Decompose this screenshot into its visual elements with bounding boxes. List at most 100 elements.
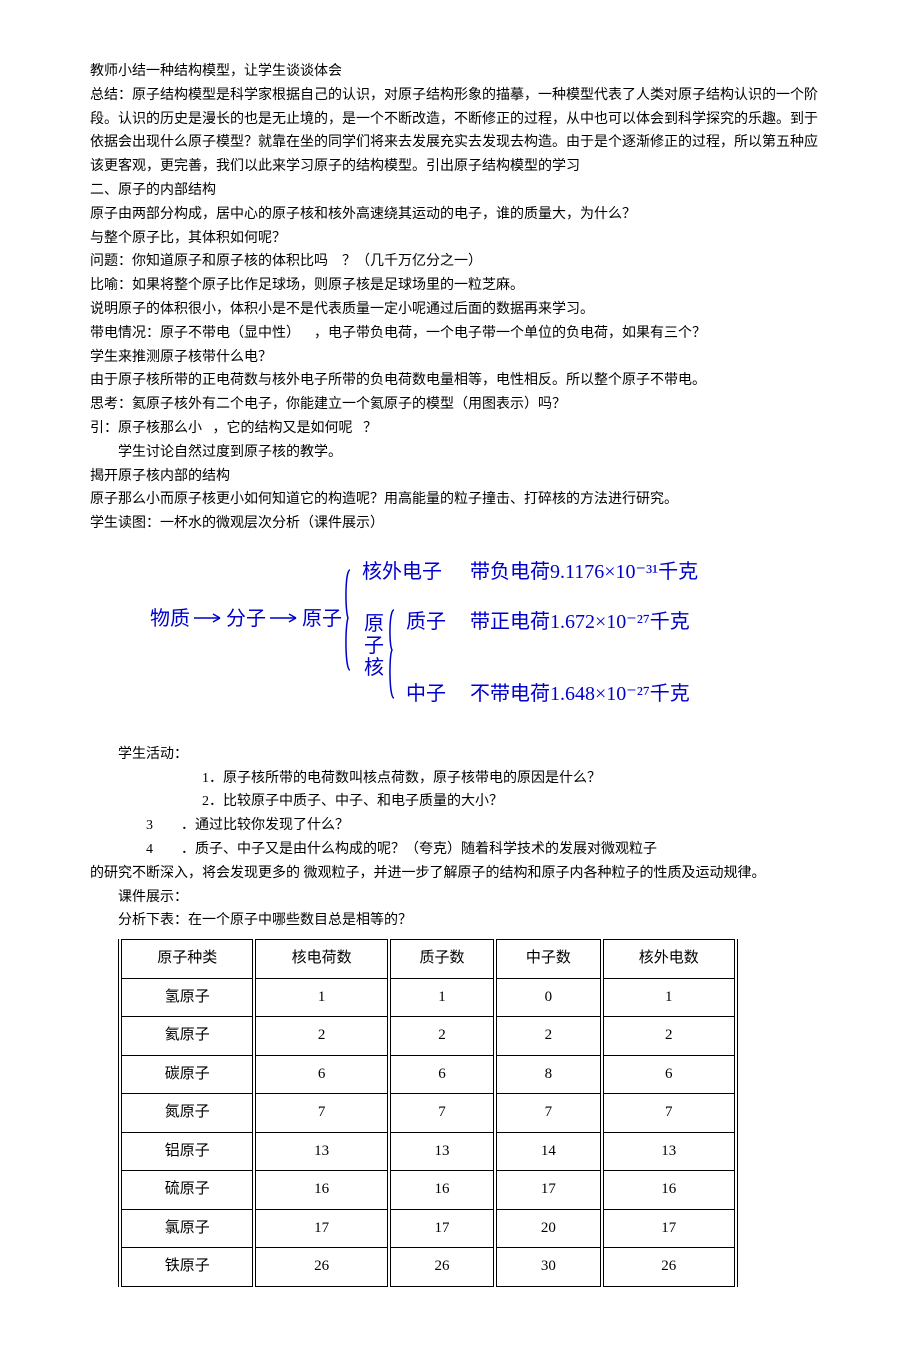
- table-row: 铝原子13131413: [120, 1132, 736, 1171]
- core-char3: 核: [364, 656, 384, 679]
- node-electron: 核外电子: [362, 560, 442, 583]
- table-cell: 氯原子: [120, 1209, 254, 1248]
- table-row: 氦原子2222: [120, 1017, 736, 1056]
- table-cell: 13: [254, 1132, 388, 1171]
- table-cell: 2: [495, 1017, 601, 1056]
- hierarchy-diagram: 物质 分子 原子 核外电子 带负电荷9.1176×10⁻³¹千克 原 子 核 质…: [150, 550, 830, 729]
- table-cell: 7: [495, 1094, 601, 1133]
- table-cell: 16: [254, 1171, 388, 1210]
- lead-b: ，它的结构又是如何呢: [213, 421, 353, 436]
- table-cell: 2: [254, 1017, 388, 1056]
- table-cell: 0: [495, 978, 601, 1017]
- node-atom: 原子: [302, 608, 342, 630]
- student-discuss: 学生讨论自然过度到原子核的教学。: [90, 441, 830, 465]
- col-proton: 质子数: [389, 940, 495, 979]
- core-char2: 子: [364, 635, 384, 657]
- analogy: 比喻：如果将整个原子比作足球场，则原子核是足球场里的一粒芝麻。: [90, 274, 830, 298]
- lead-a: 引：原子核那么小: [90, 421, 202, 436]
- proton-desc: 带正电荷1.672×10⁻²⁷千克: [470, 610, 690, 633]
- node-neutron: 中子: [406, 682, 446, 705]
- courseware-show: 课件展示：: [90, 886, 830, 910]
- table-cell: 30: [495, 1248, 601, 1287]
- q-text: 问题：你知道原子和原子核的体积比吗: [90, 254, 328, 269]
- act3-text: ．通过比较你发现了什么？: [181, 818, 349, 833]
- student-guess: 学生来推测原子核带什么电？: [90, 346, 830, 370]
- table-cell: 1: [602, 978, 736, 1017]
- node-proton: 质子: [406, 610, 446, 633]
- table-cell: 16: [389, 1171, 495, 1210]
- table-cell: 14: [495, 1132, 601, 1171]
- table-cell: 8: [495, 1055, 601, 1094]
- section-2-heading: 二、原子的内部结构: [90, 179, 830, 203]
- electron-desc: 带负电荷9.1176×10⁻³¹千克: [470, 560, 698, 583]
- act4-text: ．质子、中子又是由什么构成的呢？（夸克）随着科学技术的发展对微观粒子: [181, 842, 657, 857]
- charge-info: 带电情况：原子不带电（显中性） ，电子带负电荷，一个电子带一个单位的负电荷，如果…: [90, 322, 830, 346]
- volume-ratio-question: 问题：你知道原子和原子核的体积比吗 ？（几千万亿分之一）: [90, 250, 830, 274]
- table-cell: 26: [389, 1248, 495, 1287]
- table-row: 碳原子6686: [120, 1055, 736, 1094]
- table-cell: 铝原子: [120, 1132, 254, 1171]
- table-cell: 6: [254, 1055, 388, 1094]
- table-header-row: 原子种类 核电荷数 质子数 中子数 核外电数: [120, 940, 736, 979]
- table-cell: 氢原子: [120, 978, 254, 1017]
- core-char1: 原: [364, 613, 384, 635]
- table-cell: 6: [389, 1055, 495, 1094]
- col-species: 原子种类: [120, 940, 254, 979]
- table-cell: 铁原子: [120, 1248, 254, 1287]
- analyze-table: 分析下表：在一个原子中哪些数目总是相等的？: [90, 909, 830, 933]
- neutrality-explain: 由于原子核所带的正电荷数与核外电子所带的负电荷数电量相等，电性相反。所以整个原子…: [90, 369, 830, 393]
- table-cell: 硫原子: [120, 1171, 254, 1210]
- student-activity-heading: 学生活动：: [90, 743, 830, 767]
- table-cell: 26: [254, 1248, 388, 1287]
- charge-a: 带电情况：原子不带电（显中性）: [90, 326, 300, 341]
- table-cell: 碳原子: [120, 1055, 254, 1094]
- table-cell: 26: [602, 1248, 736, 1287]
- table-cell: 1: [254, 978, 388, 1017]
- research-method: 原子那么小而原子核更小如何知道它的构造呢？用高能量的粒子撞击、打碎核的方法进行研…: [90, 488, 830, 512]
- table-cell: 17: [495, 1171, 601, 1210]
- table-cell: 2: [389, 1017, 495, 1056]
- activity-4-line2: 的研究不断深入，将会发现更多的 微观粒子，并进一步了解原子的结构和原子内各种粒子…: [90, 862, 830, 886]
- reveal-heading: 揭开原子核内部的结构: [90, 465, 830, 489]
- table-row: 氯原子17172017: [120, 1209, 736, 1248]
- table-cell: 17: [389, 1209, 495, 1248]
- volume-mass-note: 说明原子的体积很小，体积小是不是代表质量一定小呢通过后面的数据再来学习。: [90, 298, 830, 322]
- node-molecule: 分子: [226, 607, 266, 630]
- atom-composition: 原子由两部分构成，居中心的原子核和核外高速绕其运动的电子，谁的质量大，为什么？: [90, 203, 830, 227]
- lead-in: 引：原子核那么小 ，它的结构又是如何呢 ？: [90, 417, 830, 441]
- col-nuclear: 核电荷数: [254, 940, 388, 979]
- q-answer: ？（几千万亿分之一）: [342, 254, 482, 269]
- table-cell: 7: [389, 1094, 495, 1133]
- activity-1: 1．原子核所带的电荷数叫核点荷数，原子核带电的原因是什么？: [90, 767, 830, 791]
- table-cell: 氦原子: [120, 1017, 254, 1056]
- table-cell: 17: [602, 1209, 736, 1248]
- node-matter: 物质: [150, 607, 190, 630]
- table-cell: 6: [602, 1055, 736, 1094]
- helium-think: 思考：氦原子核外有二个电子，你能建立一个氦原子的模型（用图表示）吗？: [90, 393, 830, 417]
- table-cell: 7: [254, 1094, 388, 1133]
- conclusion-paragraph: 总结：原子结构模型是科学家根据自己的认识，对原子结构形象的描摹，一种模型代表了人…: [90, 84, 830, 179]
- read-figure: 学生读图：一杯水的微观层次分析（课件展示）: [90, 512, 830, 536]
- table-cell: 20: [495, 1209, 601, 1248]
- neutron-desc: 不带电荷1.648×10⁻²⁷千克: [470, 682, 690, 705]
- table-row: 铁原子26263026: [120, 1248, 736, 1287]
- atom-table: 原子种类 核电荷数 质子数 中子数 核外电数 氢原子1101氦原子2222碳原子…: [118, 939, 738, 1287]
- lead-c: ？: [363, 421, 377, 436]
- activity-2: 2．比较原子中质子、中子、和电子质量的大小？: [90, 790, 830, 814]
- table-cell: 16: [602, 1171, 736, 1210]
- act3-num: 3: [146, 818, 153, 833]
- activity-3: 3 ．通过比较你发现了什么？: [90, 814, 830, 838]
- table-row: 硫原子16161716: [120, 1171, 736, 1210]
- act4-num: 4: [146, 842, 153, 857]
- table-cell: 7: [602, 1094, 736, 1133]
- table-cell: 13: [602, 1132, 736, 1171]
- table-row: 氢原子1101: [120, 978, 736, 1017]
- table-cell: 17: [254, 1209, 388, 1248]
- col-electron: 核外电数: [602, 940, 736, 979]
- table-cell: 1: [389, 978, 495, 1017]
- table-cell: 13: [389, 1132, 495, 1171]
- charge-b: ，电子带负电荷，一个电子带一个单位的负电荷，如果有三个？: [314, 326, 706, 341]
- table-row: 氮原子7777: [120, 1094, 736, 1133]
- activity-4-line1: 4 ．质子、中子又是由什么构成的呢？（夸克）随着科学技术的发展对微观粒子: [90, 838, 830, 862]
- col-neutron: 中子数: [495, 940, 601, 979]
